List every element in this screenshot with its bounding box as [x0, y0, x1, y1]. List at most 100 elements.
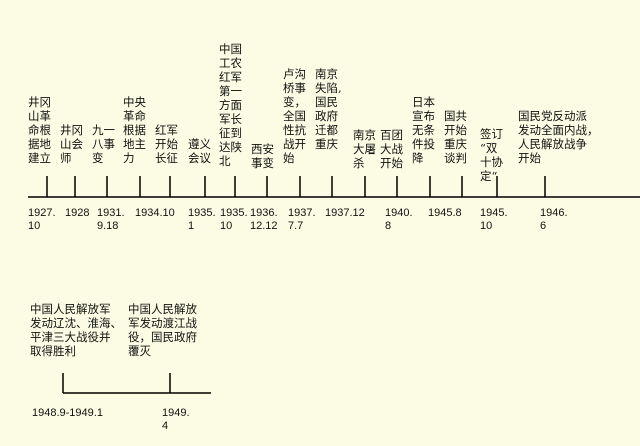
label-line: 变 — [92, 151, 104, 165]
event-date: 1935. 1 — [188, 207, 216, 233]
date-line: 12.12 — [250, 220, 278, 232]
date-line: 1937. — [288, 207, 316, 219]
label-line: 开始 — [380, 156, 403, 170]
event-label: 九一 八事变 — [92, 123, 115, 165]
date-line: 1937.12 — [325, 207, 365, 219]
label-line: 签订 — [480, 127, 503, 141]
label-line: 全国 — [283, 109, 306, 123]
event-date: 1949. 4 — [162, 407, 190, 433]
date-line: 1949. — [162, 407, 190, 419]
date-line: 9.18 — [97, 220, 119, 232]
event-date: 1934.10 — [135, 207, 175, 220]
label-line: 革命 — [123, 109, 146, 123]
label-line: 失陷, — [315, 81, 342, 95]
date-line: 8 — [385, 220, 392, 232]
label-line: 山会 — [60, 137, 83, 151]
label-line: 国共 — [444, 109, 467, 123]
date-line: 1945.8 — [428, 207, 462, 219]
event-date: 1927. 10 — [28, 207, 56, 233]
label-line: 军发动渡江战 — [128, 316, 197, 330]
label-line: 定“ — [480, 169, 498, 183]
date-line: 6 — [540, 220, 547, 232]
event-label: 百团 大战 开始 — [380, 128, 403, 170]
label-line: 建立 — [28, 151, 51, 165]
label-line: 平津三大战役并 — [30, 330, 111, 344]
event-date: 1937.12 — [325, 207, 365, 220]
label-line: 杀 — [353, 156, 365, 170]
date-line: 1928 — [65, 207, 90, 219]
date-line: 1935. — [188, 207, 216, 219]
label-line: 师 — [60, 151, 72, 165]
label-line: 取得胜利 — [30, 344, 76, 358]
event-date: 1940. 8 — [385, 207, 413, 233]
label-line: 南京 — [315, 67, 338, 81]
label-line: 八事 — [92, 137, 115, 151]
label-line: 长征 — [155, 151, 178, 165]
event-date: 1937. 7.7 — [288, 207, 316, 233]
label-line: “双 — [480, 141, 498, 155]
date-line: 1931. — [97, 207, 125, 219]
label-line: 工农 — [219, 56, 242, 70]
label-line: 谈判 — [444, 151, 467, 165]
event-date: 1948.9-1949.1 — [32, 407, 103, 420]
label-line: 覆灭 — [128, 344, 151, 358]
label-line: 件投 — [412, 137, 435, 151]
label-line: 卢沟 — [283, 67, 306, 81]
event-label: 签订 “双 十协 定“ — [480, 127, 503, 183]
label-line: 红军 — [155, 123, 178, 137]
date-line: 4 — [162, 420, 169, 432]
event-date: 1945. 10 — [480, 207, 508, 233]
date-line: 1936. — [250, 207, 278, 219]
label-line: 大屠 — [353, 142, 376, 156]
event-label: 南京 大屠杀 — [353, 128, 376, 170]
event-date: 1935. 10 — [220, 207, 248, 233]
label-line: 降 — [412, 151, 424, 165]
event-date: 1936. 12.12 — [250, 207, 278, 233]
label-line: 会议 — [188, 151, 211, 165]
date-line: 1934.10 — [135, 207, 175, 219]
label-line: 南京 — [353, 128, 376, 142]
event-label: 卢沟 桥事 变， 全国 性抗 战开始 — [283, 67, 306, 165]
label-line: 井冈 — [28, 95, 51, 109]
date-line: 1946. — [540, 207, 568, 219]
label-line: 遵义 — [188, 137, 211, 151]
event-date: 1931. 9.18 — [97, 207, 125, 233]
label-line: 大战 — [380, 142, 403, 156]
label-line: 战开 — [283, 137, 306, 151]
event-label: 南京 失陷, 国民 政府 迁都 重庆 — [315, 67, 342, 151]
label-line: 百团 — [380, 128, 403, 142]
label-line: 井冈 — [60, 123, 83, 137]
event-label: 中央 革命 根据 地主力 — [123, 95, 146, 165]
label-line: 红军 — [219, 70, 242, 84]
label-line: 开始 — [155, 137, 178, 151]
label-line: 人民解放战争 — [518, 137, 587, 151]
label-line: 政府 — [315, 109, 338, 123]
label-line: 开始 — [518, 151, 541, 165]
event-date: 1946. 6 — [540, 207, 568, 233]
label-line: 役，国民政府 — [128, 330, 197, 344]
label-line: 方面 — [219, 98, 242, 112]
label-line: 根据 — [123, 123, 146, 137]
label-line: 重庆 — [315, 137, 338, 151]
label-line: 西安 — [251, 142, 274, 156]
label-line: 命根 — [28, 123, 51, 137]
label-line: 中国人民解放军 — [30, 302, 111, 316]
label-line: 重庆 — [444, 137, 467, 151]
label-line: 地主 — [123, 137, 146, 151]
label-line: 北 — [219, 154, 231, 168]
event-date: 1945.8 — [428, 207, 462, 220]
label-line: 国民 — [315, 95, 338, 109]
label-line: 中国 — [219, 42, 242, 56]
label-line: 性抗 — [283, 123, 306, 137]
date-line: 10 — [28, 220, 41, 232]
event-label: 红军 开始 长征 — [155, 123, 178, 165]
date-line: 1927. — [28, 207, 56, 219]
label-line: 征到 — [219, 126, 242, 140]
label-line: 发动辽沈、淮海、 — [30, 316, 122, 330]
label-line: 开始 — [444, 123, 467, 137]
label-line: 事变 — [251, 156, 274, 170]
date-line: 1935. — [220, 207, 248, 219]
label-line: 变， — [283, 95, 306, 109]
label-line: 始 — [283, 151, 295, 165]
